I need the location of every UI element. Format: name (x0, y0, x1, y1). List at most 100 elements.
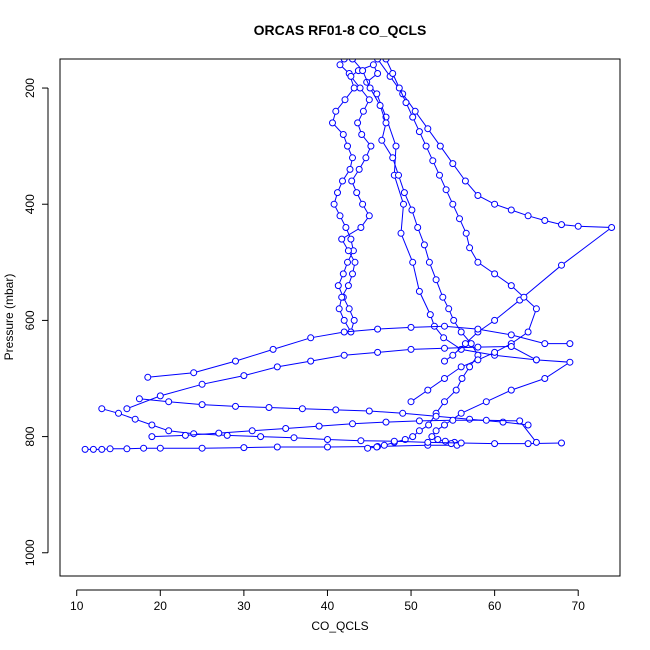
data-point (223, 431, 231, 439)
data-point (466, 415, 474, 423)
data-point (558, 439, 565, 447)
data-point (148, 421, 156, 429)
data-point (340, 351, 348, 359)
data-point (359, 200, 367, 208)
data-point (558, 261, 565, 269)
data-point (336, 212, 344, 220)
data-point (376, 102, 384, 109)
data-point (338, 293, 346, 301)
data-point (165, 398, 173, 406)
y-tick-label: 800 (23, 426, 37, 446)
data-point (349, 154, 356, 162)
data-point (349, 420, 356, 428)
data-point (482, 398, 490, 406)
data-point (415, 128, 423, 136)
data-point (449, 416, 457, 424)
chart-title: ORCAS RF01-8 CO_QCLS (254, 22, 427, 38)
data-point (461, 340, 469, 348)
data-point (524, 421, 532, 429)
data-point (409, 113, 417, 121)
data-point (374, 70, 382, 77)
data-point (439, 293, 447, 301)
data-point (507, 206, 515, 214)
data-point (425, 421, 433, 429)
data-point (364, 444, 372, 452)
data-point (461, 177, 469, 185)
data-point (449, 200, 457, 208)
data-point (349, 270, 356, 278)
x-tick-label: 50 (404, 599, 418, 613)
data-point (390, 437, 398, 445)
data-point (98, 405, 106, 413)
data-point (402, 99, 410, 107)
data-point (373, 443, 381, 451)
data-point (232, 357, 239, 365)
data-point (273, 363, 281, 371)
data-point (348, 177, 356, 185)
data-point (507, 331, 515, 339)
data-point (148, 433, 156, 441)
data-point (400, 189, 408, 197)
data-point (524, 440, 532, 448)
data-point (365, 407, 373, 415)
series-8 (148, 416, 540, 446)
data-point (507, 386, 515, 394)
data-point (389, 154, 397, 162)
data-point (507, 282, 515, 290)
data-point (362, 154, 370, 162)
data-point (131, 415, 139, 423)
x-tick-label: 20 (154, 599, 168, 613)
data-point (354, 119, 362, 127)
series-line (151, 419, 537, 443)
data-point (524, 212, 532, 220)
data-point (491, 316, 499, 324)
data-point (374, 348, 382, 356)
data-point (566, 340, 574, 348)
data-point (458, 375, 466, 382)
data-point (466, 244, 474, 252)
data-point (532, 356, 540, 364)
data-point (81, 445, 89, 453)
data-point (452, 386, 460, 394)
data-point (339, 177, 346, 185)
data-point (474, 192, 482, 199)
data-point (407, 398, 415, 406)
data-point (445, 305, 453, 313)
data-point (474, 343, 482, 351)
data-point (409, 258, 417, 266)
data-point (334, 189, 341, 197)
data-point (353, 189, 361, 197)
series-line (85, 59, 572, 450)
data-point (282, 425, 290, 432)
data-point (324, 443, 331, 451)
data-point (532, 305, 540, 313)
data-point (457, 328, 465, 336)
data-point (307, 357, 315, 365)
data-point (349, 59, 356, 63)
data-point (424, 125, 432, 133)
data-point (491, 270, 499, 278)
data-point (190, 430, 198, 438)
data-point (524, 328, 532, 336)
data-point (329, 119, 336, 127)
data-point (332, 107, 340, 115)
data-point (350, 84, 358, 92)
series-line (147, 325, 570, 378)
data-point (356, 84, 364, 92)
data-point (334, 282, 342, 290)
series-line (101, 408, 562, 445)
y-axis: 200 400 600 800 1000 (23, 78, 49, 566)
data-point (426, 311, 434, 319)
data-point (378, 136, 386, 144)
data-point (359, 67, 367, 75)
data-point (198, 444, 206, 452)
data-point (135, 395, 143, 403)
data-point (389, 70, 397, 77)
data-point (366, 84, 374, 92)
data-point (365, 96, 373, 104)
data-point (558, 221, 565, 229)
series-3 (382, 59, 540, 406)
data-point (344, 282, 352, 290)
data-point (298, 405, 306, 413)
